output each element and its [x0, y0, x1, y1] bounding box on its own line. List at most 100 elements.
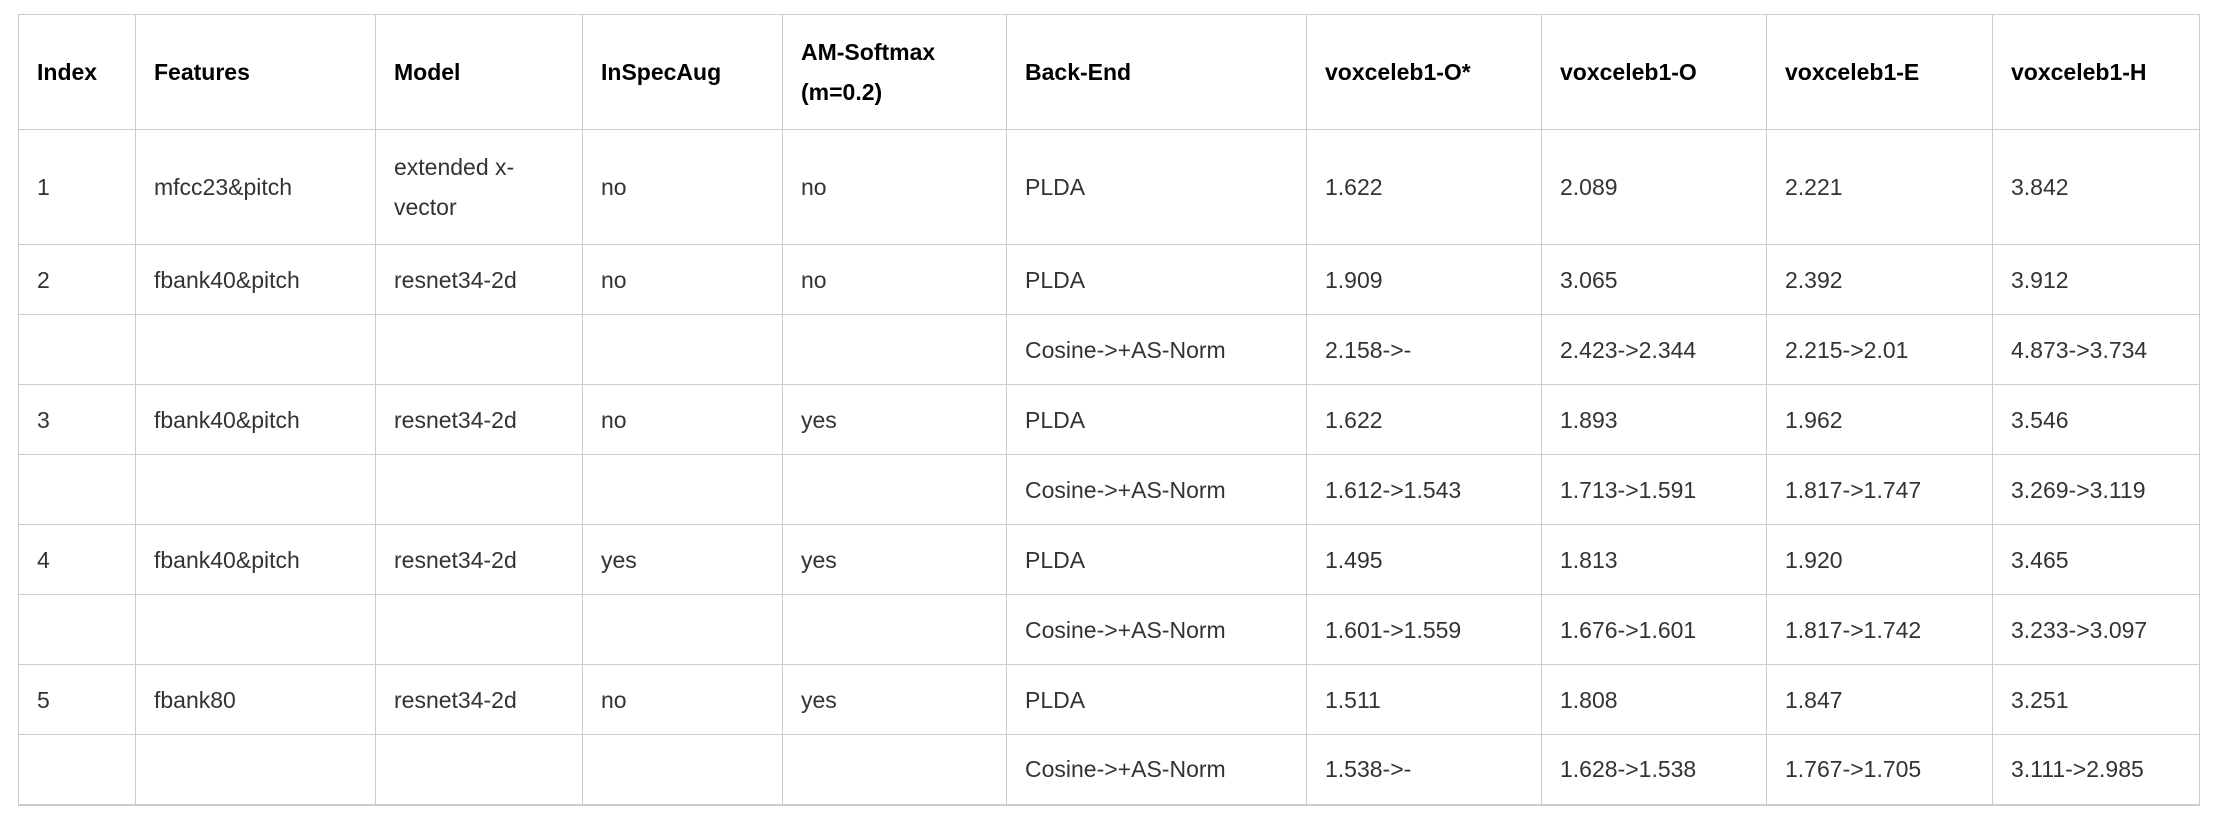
- table-cell: [782, 594, 1007, 665]
- column-header: Model: [375, 14, 583, 130]
- table-cell: [375, 594, 583, 665]
- column-header: Back-End: [1006, 14, 1307, 130]
- table-row: 1 mfcc23&pitch extended x-vector no no PLDA 1.…: [18, 129, 2200, 245]
- table-cell: 5: [18, 664, 136, 735]
- table-row: 5 fbank80 resnet34-2d no yes PLDA 1.511 1.808 1.…: [18, 664, 2200, 735]
- table-cell: PLDA: [1006, 524, 1307, 595]
- table-cell: [135, 594, 376, 665]
- table-cell: resnet34-2d: [375, 244, 583, 315]
- table-cell: [582, 594, 783, 665]
- table-cell: [582, 734, 783, 805]
- table-cell: [782, 734, 1007, 805]
- table-cell: 2.221: [1766, 129, 1993, 245]
- column-header: Features: [135, 14, 376, 130]
- table-cell: PLDA: [1006, 244, 1307, 315]
- table-cell: 1.676->1.601: [1541, 594, 1767, 665]
- table-cell: PLDA: [1006, 129, 1307, 245]
- table-cell: extended x-vector: [375, 129, 583, 245]
- table-cell: yes: [582, 524, 783, 595]
- column-header: voxceleb1-O: [1541, 14, 1767, 130]
- voxceleb-results-table: Index Features Model InSpecAug AM-Softmax (m…: [18, 14, 2200, 806]
- table-cell: yes: [782, 524, 1007, 595]
- column-header: voxceleb1-E: [1766, 14, 1993, 130]
- table-cell: fbank40&pitch: [135, 244, 376, 315]
- table-cell: 1.909: [1306, 244, 1542, 315]
- column-header: InSpecAug: [582, 14, 783, 130]
- table-cell: 1.511: [1306, 664, 1542, 735]
- column-header: voxceleb1-O*: [1306, 14, 1542, 130]
- table-header: Index Features Model InSpecAug AM-Softmax (m…: [18, 14, 2200, 130]
- table-cell: 1.601->1.559: [1306, 594, 1542, 665]
- table-cell: 1.538->-: [1306, 734, 1542, 805]
- column-header: Index: [18, 14, 136, 130]
- table-cell: 4: [18, 524, 136, 595]
- table-cell: 1.847: [1766, 664, 1993, 735]
- table-cell: 1: [18, 129, 136, 245]
- table-cell: [782, 454, 1007, 525]
- table-cell: 2.392: [1766, 244, 1993, 315]
- table-cell: 1.813: [1541, 524, 1767, 595]
- table-cell: 2.158->-: [1306, 314, 1542, 385]
- table-cell: [135, 734, 376, 805]
- table-cell: no: [782, 244, 1007, 315]
- table-cell: resnet34-2d: [375, 384, 583, 455]
- column-header: voxceleb1-H: [1992, 14, 2200, 130]
- table-cell: 2.089: [1541, 129, 1767, 245]
- table-cell: yes: [782, 664, 1007, 735]
- table-cell: 1.893: [1541, 384, 1767, 455]
- table-cell: 3.233->3.097: [1992, 594, 2200, 665]
- table-cell: 1.612->1.543: [1306, 454, 1542, 525]
- table-cell: 3.251: [1992, 664, 2200, 735]
- table-cell: no: [582, 384, 783, 455]
- table-cell: 3.269->3.119: [1992, 454, 2200, 525]
- table-row: Cosine->+AS-Norm 2.158->- 2.423->2.344 2.21…: [18, 314, 2200, 385]
- table-cell: Cosine->+AS-Norm: [1006, 734, 1307, 805]
- table-cell: 1.628->1.538: [1541, 734, 1767, 805]
- table-cell: 3.912: [1992, 244, 2200, 315]
- table-cell: 4.873->3.734: [1992, 314, 2200, 385]
- table-cell: Cosine->+AS-Norm: [1006, 454, 1307, 525]
- table-cell: [375, 734, 583, 805]
- table-cell: 3.065: [1541, 244, 1767, 315]
- table-cell: Cosine->+AS-Norm: [1006, 594, 1307, 665]
- table-cell: mfcc23&pitch: [135, 129, 376, 245]
- table-cell: fbank80: [135, 664, 376, 735]
- table-cell: yes: [782, 384, 1007, 455]
- table-cell: 2: [18, 244, 136, 315]
- table-cell: 1.495: [1306, 524, 1542, 595]
- table-cell: 3.546: [1992, 384, 2200, 455]
- table-row: 2 fbank40&pitch resnet34-2d no no PLDA 1.909 3.…: [18, 244, 2200, 315]
- table-cell: 1.808: [1541, 664, 1767, 735]
- table-cell: [375, 314, 583, 385]
- table-row: Cosine->+AS-Norm 1.601->1.559 1.676->1.601…: [18, 594, 2200, 665]
- table-cell: no: [582, 244, 783, 315]
- table-cell: [18, 454, 136, 525]
- table-cell: 1.920: [1766, 524, 1993, 595]
- table-cell: PLDA: [1006, 664, 1307, 735]
- table-body: 1 mfcc23&pitch extended x-vector no no PLDA 1.…: [18, 129, 2200, 805]
- table-cell: 1.962: [1766, 384, 1993, 455]
- table-cell: [582, 454, 783, 525]
- table-cell: no: [582, 664, 783, 735]
- table-cell: [582, 314, 783, 385]
- table-cell: 1.817->1.747: [1766, 454, 1993, 525]
- table-cell: [18, 594, 136, 665]
- table-cell: no: [782, 129, 1007, 245]
- table-cell: 1.767->1.705: [1766, 734, 1993, 805]
- table-cell: resnet34-2d: [375, 524, 583, 595]
- table-cell: 3: [18, 384, 136, 455]
- table-cell: no: [582, 129, 783, 245]
- table-row: Cosine->+AS-Norm 1.538->- 1.628->1.538 1.76…: [18, 734, 2200, 805]
- table-cell: fbank40&pitch: [135, 384, 376, 455]
- table-cell: 3.465: [1992, 524, 2200, 595]
- table-cell: 1.622: [1306, 384, 1542, 455]
- column-header: AM-Softmax (m=0.2): [782, 14, 1007, 130]
- table-cell: Cosine->+AS-Norm: [1006, 314, 1307, 385]
- table-cell: 1.713->1.591: [1541, 454, 1767, 525]
- table-row: Cosine->+AS-Norm 1.612->1.543 1.713->1.591…: [18, 454, 2200, 525]
- table-cell: [135, 454, 376, 525]
- table-cell: 2.215->2.01: [1766, 314, 1993, 385]
- table-cell: PLDA: [1006, 384, 1307, 455]
- table-cell: 3.842: [1992, 129, 2200, 245]
